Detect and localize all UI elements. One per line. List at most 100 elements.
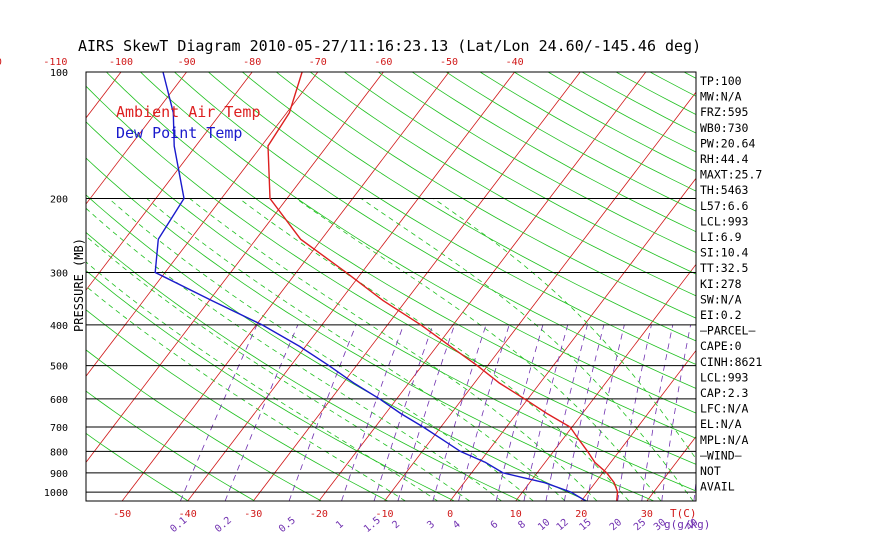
bottom-temperature-tick-label: 30: [641, 509, 653, 520]
bottom-temperature-tick-label: -30: [244, 509, 262, 520]
pressure-tick-label: 100: [50, 68, 68, 79]
mixing-ratio-line: [373, 324, 434, 501]
top-temperature-tick-label: -60: [374, 57, 392, 68]
mixing-ratio-line: [661, 324, 691, 501]
dry-adiabat-line: [86, 349, 322, 501]
stability-index-item: KI:278: [700, 277, 742, 291]
isotherm-line: [86, 72, 122, 119]
pressure-tick-label: 600: [50, 395, 68, 406]
moist-adiabat-line: [86, 207, 502, 501]
dry-adiabat-line: [854, 72, 870, 501]
stability-index-item: PW:20.64: [700, 136, 755, 150]
isotherm-line: [318, 72, 647, 501]
moist-adiabat-line: [86, 261, 438, 501]
moist-adiabat-line: [433, 198, 696, 460]
pressure-tick-label: 300: [50, 268, 68, 279]
isotherm-line: [844, 72, 870, 501]
stability-index-item: AVAIL: [700, 480, 735, 494]
mixing-ratio-label: 8: [516, 519, 528, 531]
mixing-ratio-line: [495, 324, 544, 501]
moist-adiabat-line: [86, 235, 470, 501]
dry-adiabat-line: [445, 72, 696, 212]
mixing-ratio-label: 0.2: [213, 515, 234, 535]
mixing-ratio-line: [397, 324, 455, 501]
dry-adiabat-line: [86, 121, 696, 492]
top-temperature-tick-label: -70: [309, 57, 327, 68]
mixing-ratio-label: 3: [425, 519, 437, 531]
dry-adiabat-line: [411, 72, 696, 233]
dry-adiabat-line: [649, 72, 696, 97]
stability-index-item: CAPE:0: [700, 339, 742, 353]
stability-index-item: MPL:N/A: [700, 433, 749, 447]
pressure-tick-label: 400: [50, 321, 68, 332]
isotherm-line: [86, 72, 319, 377]
stability-index-item: SI:10.4: [700, 246, 749, 260]
isotherm-line: [580, 349, 696, 501]
moist-adiabat-line: [86, 285, 406, 501]
stability-index-item: EL:N/A: [700, 417, 742, 431]
legend-dew-point-temp: Dew Point Temp: [116, 124, 242, 142]
isotherm-line: [449, 177, 696, 501]
top-temperature-tick-label: -40: [506, 57, 524, 68]
pressure-tick-label: 1000: [44, 488, 68, 499]
plot-frame: [85, 71, 697, 502]
stability-index-item: —PARCEL—: [700, 324, 755, 338]
dry-adiabat-line: [479, 72, 696, 192]
mixing-ratio-label: 2: [390, 519, 402, 531]
stability-index-item: TH:5463: [700, 183, 749, 197]
isotherm-line: [515, 263, 696, 501]
mixing-ratio-line: [224, 324, 299, 501]
bottom-temperature-ticks: -50 -40 -30 -20 -10 0 10 20 30: [113, 509, 653, 520]
dry-adiabat-line: [276, 72, 696, 319]
isobar-lines: [86, 197, 696, 493]
top-temperature-ticks: -120 -110 -100 -90 -80 -70 -60 -50 -40: [0, 57, 524, 68]
moist-adiabat-line: [360, 198, 694, 501]
isotherm-line: [86, 72, 187, 205]
top-temperature-tick-label: -50: [440, 57, 458, 68]
stability-index-item: —WIND—: [700, 448, 742, 462]
bottom-temperature-tick-label: -50: [113, 509, 131, 520]
dry-adiabat-line: [378, 72, 696, 254]
mixing-ratio-label: 0.5: [277, 515, 298, 535]
top-temperature-tick-label: -110: [43, 57, 67, 68]
pressure-tick-label: 200: [50, 194, 68, 205]
mixing-ratio-line: [641, 324, 674, 501]
stability-index-item: CAP:2.3: [700, 386, 749, 400]
dry-adiabat-line: [140, 72, 696, 414]
isotherm-line: [86, 72, 253, 291]
moist-adiabat-line: [295, 198, 662, 501]
stability-index-item: LCL:993: [700, 214, 749, 228]
ambient-air-temp-line: [267, 72, 619, 501]
top-temperature-tick-label: -80: [243, 57, 261, 68]
dry-adiabat-line: [786, 72, 870, 501]
stability-index-item: CINH:8621: [700, 355, 762, 369]
dry-adiabat-lines: [86, 72, 870, 501]
isotherm-line: [384, 91, 696, 501]
dry-adiabat-line: [344, 72, 696, 275]
dry-adiabat-line: [174, 72, 696, 389]
dry-adiabat-line: [106, 72, 696, 439]
stability-index-item: MAXT:25.7: [700, 168, 762, 182]
dry-adiabat-line: [86, 231, 521, 501]
dew-point-temp-line: [154, 72, 587, 501]
temperature-unit-label: T(C): [670, 507, 697, 520]
chart-title: AIRS SkewT Diagram 2010-05-27/11:16:23.1…: [78, 37, 701, 55]
mixing-ratio-line: [563, 324, 605, 501]
stability-index-item: EI:0.2: [700, 308, 742, 322]
y-axis-label: PRESSURE (MB): [72, 238, 86, 332]
top-temperature-tick-label: -90: [178, 57, 196, 68]
mixing-ratio-line: [545, 324, 588, 501]
moist-adiabat-line: [189, 198, 598, 501]
dry-adiabat-line: [242, 72, 696, 342]
stability-index-item: TT:32.5: [700, 261, 748, 275]
stability-index-item: SW:N/A: [700, 292, 742, 306]
mixing-ratio-line: [432, 324, 487, 501]
stability-index-item: LCL:993: [700, 370, 749, 384]
mixing-ratio-label: 12: [555, 517, 571, 533]
mixing-ratio-unit-label: g(g/kg): [664, 518, 710, 531]
stability-index-item: LFC:N/A: [700, 402, 749, 416]
stability-index-item: FRZ:595: [700, 105, 748, 119]
dry-adiabat-line: [752, 72, 870, 501]
